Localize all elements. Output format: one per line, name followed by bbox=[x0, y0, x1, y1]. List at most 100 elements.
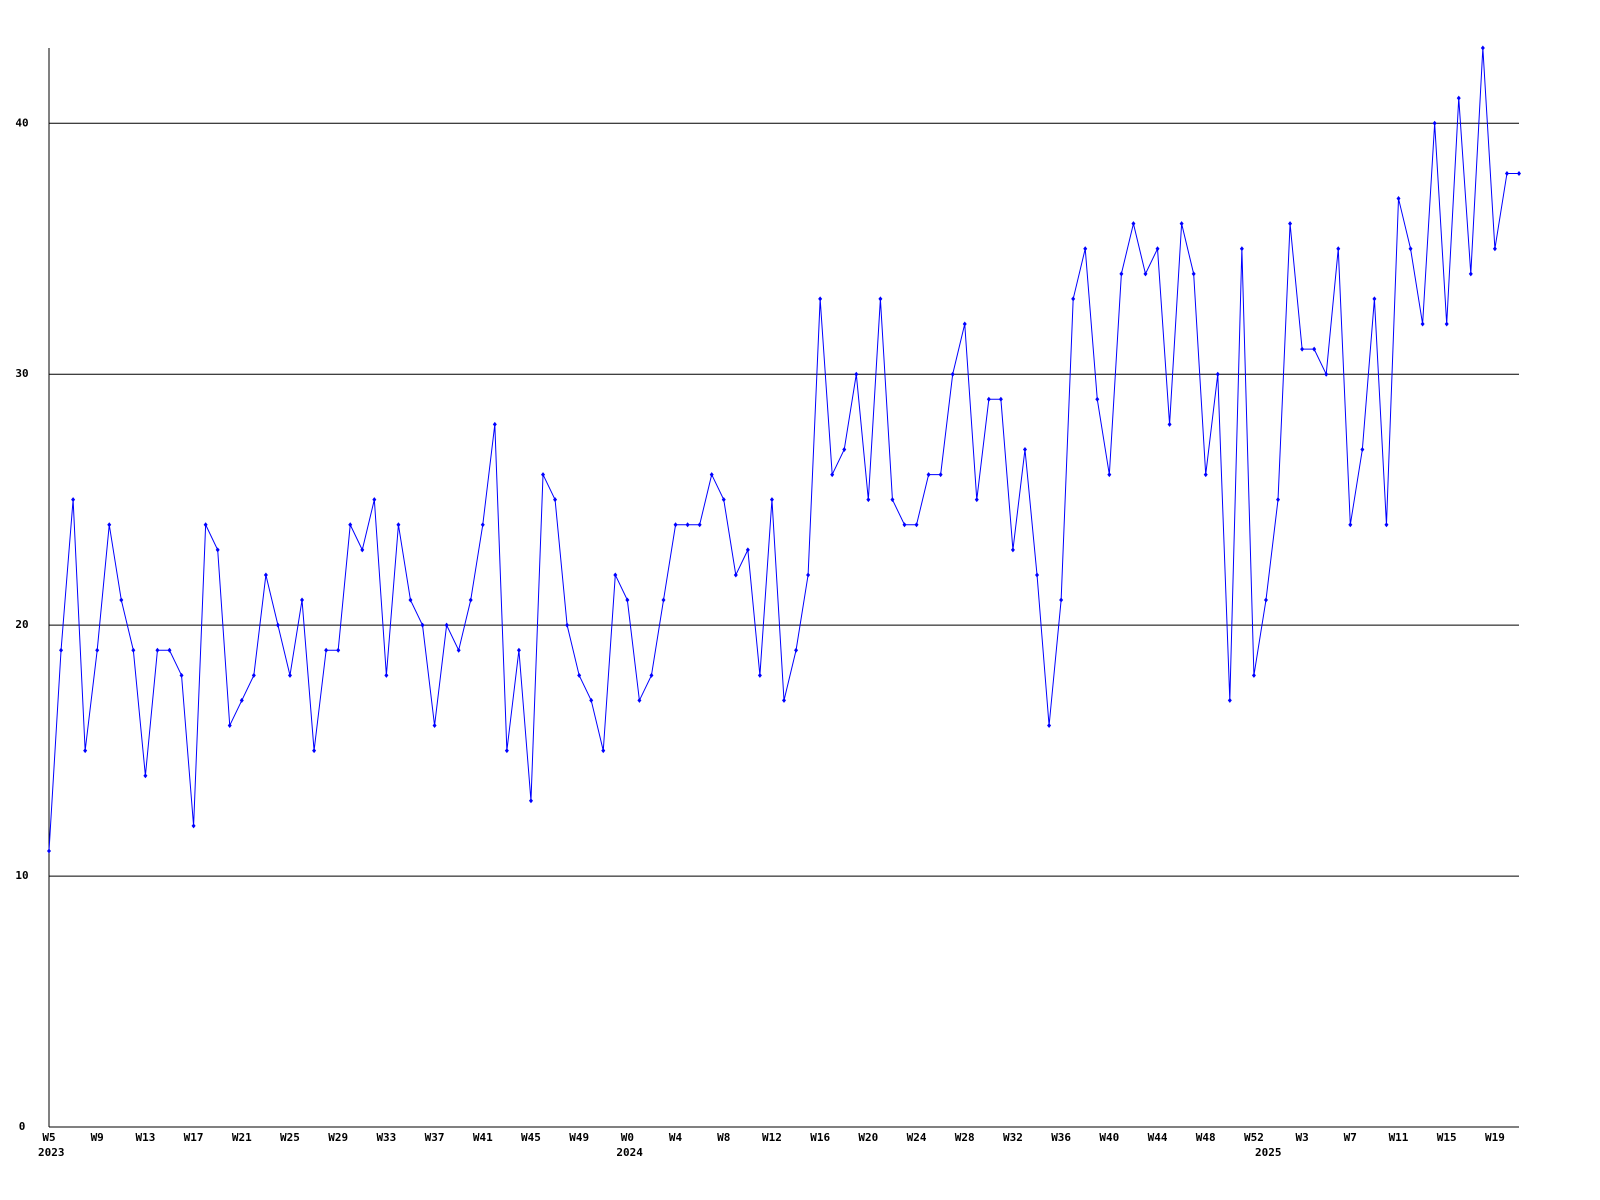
point bbox=[854, 371, 859, 377]
point bbox=[1504, 170, 1509, 176]
x-tick-label: W20 bbox=[858, 1131, 878, 1144]
point bbox=[420, 622, 425, 628]
point bbox=[131, 647, 136, 653]
point bbox=[227, 723, 232, 729]
point bbox=[1215, 371, 1220, 377]
point bbox=[1035, 572, 1040, 578]
x-tick-label: W17 bbox=[184, 1131, 204, 1144]
point bbox=[818, 296, 823, 302]
point bbox=[468, 597, 473, 603]
x-tick-label: W40 bbox=[1099, 1131, 1119, 1144]
point bbox=[1276, 497, 1281, 503]
point bbox=[1071, 296, 1076, 302]
x-sublabel: 2024 bbox=[616, 1146, 643, 1159]
point bbox=[83, 748, 88, 754]
point bbox=[794, 647, 799, 653]
point bbox=[492, 421, 497, 427]
point bbox=[396, 522, 401, 528]
point bbox=[1203, 472, 1208, 478]
point bbox=[1239, 246, 1244, 252]
point bbox=[769, 497, 774, 503]
x-tick-label: W21 bbox=[232, 1131, 252, 1144]
point bbox=[456, 647, 461, 653]
x-tick-label: W48 bbox=[1196, 1131, 1216, 1144]
x-sublabel: 2025 bbox=[1255, 1146, 1282, 1159]
point bbox=[47, 848, 51, 854]
point bbox=[372, 497, 377, 503]
x-tick-label: W32 bbox=[1003, 1131, 1023, 1144]
point bbox=[312, 748, 317, 754]
y-tick-label: 10 bbox=[15, 869, 28, 882]
point bbox=[1300, 346, 1305, 352]
point bbox=[1131, 221, 1136, 227]
point bbox=[745, 547, 750, 553]
point bbox=[806, 572, 811, 578]
x-tick-label: W13 bbox=[135, 1131, 155, 1144]
point bbox=[601, 748, 606, 754]
point bbox=[1155, 246, 1160, 252]
point bbox=[1348, 522, 1353, 528]
point bbox=[589, 697, 594, 703]
point bbox=[938, 472, 943, 478]
point bbox=[577, 672, 582, 678]
point bbox=[107, 522, 112, 528]
point bbox=[1336, 246, 1341, 252]
point bbox=[1191, 271, 1196, 277]
x-tick-label: W25 bbox=[280, 1131, 300, 1144]
point bbox=[1444, 321, 1449, 327]
point bbox=[1059, 597, 1064, 603]
point bbox=[649, 672, 654, 678]
x-tick-label: W19 bbox=[1485, 1131, 1505, 1144]
point bbox=[902, 522, 907, 528]
point bbox=[179, 672, 184, 678]
point bbox=[239, 697, 244, 703]
point bbox=[155, 647, 160, 653]
x-tick-label: W24 bbox=[907, 1131, 927, 1144]
point bbox=[1227, 697, 1232, 703]
point bbox=[408, 597, 413, 603]
point bbox=[1095, 396, 1100, 402]
point bbox=[432, 723, 437, 729]
point bbox=[1372, 296, 1377, 302]
line bbox=[48, 47, 1519, 852]
x-tick-label: W29 bbox=[328, 1131, 348, 1144]
point bbox=[673, 522, 678, 528]
point bbox=[1517, 170, 1521, 176]
point bbox=[878, 296, 883, 302]
point bbox=[516, 647, 521, 653]
point bbox=[914, 522, 919, 528]
x-tick-label: W36 bbox=[1051, 1131, 1071, 1144]
x-tick-label: W45 bbox=[521, 1131, 541, 1144]
point bbox=[1432, 120, 1437, 126]
point bbox=[565, 622, 570, 628]
point bbox=[275, 622, 280, 628]
y-tick-label: 0 bbox=[19, 1120, 26, 1133]
x-tick-label: W7 bbox=[1344, 1131, 1357, 1144]
point bbox=[1167, 421, 1172, 427]
point bbox=[1480, 45, 1485, 51]
point bbox=[697, 522, 702, 528]
point bbox=[203, 522, 208, 528]
point bbox=[1288, 221, 1293, 227]
x-tick-label: W9 bbox=[91, 1131, 104, 1144]
point bbox=[974, 497, 979, 503]
point bbox=[866, 497, 871, 503]
point bbox=[59, 647, 64, 653]
point bbox=[1396, 196, 1401, 202]
point bbox=[504, 748, 509, 754]
point bbox=[348, 522, 353, 528]
point bbox=[625, 597, 630, 603]
point bbox=[1360, 446, 1365, 452]
x-tick-label: W8 bbox=[717, 1131, 730, 1144]
x-tick-label: W28 bbox=[955, 1131, 975, 1144]
point bbox=[263, 572, 268, 578]
point bbox=[143, 773, 148, 779]
point bbox=[733, 572, 738, 578]
y-tick-label: 30 bbox=[15, 367, 28, 380]
x-tick-label: W49 bbox=[569, 1131, 589, 1144]
point bbox=[637, 697, 642, 703]
x-tick-label: W15 bbox=[1437, 1131, 1457, 1144]
point bbox=[215, 547, 220, 553]
point bbox=[287, 672, 292, 678]
